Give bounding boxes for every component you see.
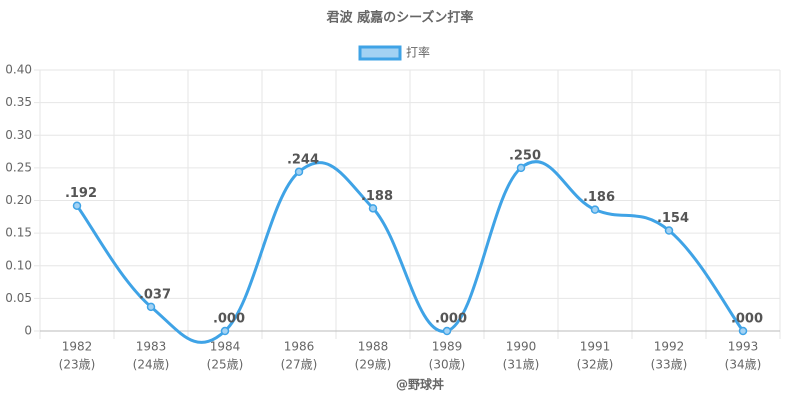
y-tick-label: 0 (24, 324, 32, 338)
x-tick-sublabel: (27歳) (281, 358, 318, 372)
x-tick-sublabel: (24歳) (133, 358, 170, 372)
x-tick-sublabel: (34歳) (725, 358, 762, 372)
x-tick-sublabel: (23歳) (59, 358, 96, 372)
value-label: .192 (65, 186, 97, 201)
y-tick-label: 0.20 (5, 193, 32, 207)
point (220, 326, 230, 336)
y-tick-label: 0.25 (5, 160, 32, 174)
y-tick-label: 0.15 (5, 226, 32, 240)
y-tick-label: 0.05 (5, 291, 32, 305)
point (516, 163, 526, 173)
legend-label: 打率 (406, 45, 430, 60)
x-tick-label: 1984 (210, 340, 241, 354)
point (294, 167, 304, 177)
point (590, 205, 600, 214)
x-tick-label: 1991 (580, 340, 611, 354)
x-tick-sublabel: (32歳) (577, 358, 614, 372)
point (738, 326, 748, 336)
value-label: .000 (435, 312, 467, 327)
x-tick-label: 1988 (358, 340, 389, 354)
chart-title: 君波 威嘉のシーズン打率 (327, 10, 474, 26)
value-label: .188 (361, 189, 393, 204)
footer: @野球丼 (396, 377, 444, 392)
line (75, 160, 745, 344)
x-tick-label: 1982 (62, 340, 93, 354)
y-tick-label: 0.40 (5, 63, 32, 77)
y-tick-label: 0.30 (5, 128, 32, 142)
point (368, 204, 378, 213)
x-tick-sublabel: (25歳) (207, 358, 244, 372)
x-tick-label: 1992 (654, 340, 685, 354)
x-tick-sublabel: (31歳) (503, 358, 540, 372)
x-tick-sublabel: (29歳) (355, 358, 392, 372)
value-label: .037 (139, 287, 171, 302)
point (664, 226, 674, 235)
point (72, 201, 82, 210)
y-tick-label: 0.10 (5, 258, 32, 272)
point (442, 326, 452, 336)
value-label: .000 (213, 312, 245, 327)
y-tick-label: 0.35 (5, 95, 32, 109)
point (146, 302, 156, 312)
x-tick-sublabel: (30歳) (429, 358, 466, 372)
value-label: .186 (583, 190, 615, 205)
x-tick-label: 1990 (506, 340, 537, 354)
value-label: .250 (509, 148, 541, 163)
value-label: .244 (287, 152, 319, 167)
value-label: .000 (731, 312, 763, 327)
x-tick-label: 1986 (284, 340, 315, 354)
value-label: .154 (657, 211, 689, 226)
x-tick-label: 1989 (432, 340, 463, 354)
x-tick-sublabel: (33歳) (651, 358, 688, 372)
x-tick-label: 1983 (136, 340, 167, 354)
legend-swatch (358, 45, 402, 61)
x-tick-label: 1993 (728, 340, 759, 354)
